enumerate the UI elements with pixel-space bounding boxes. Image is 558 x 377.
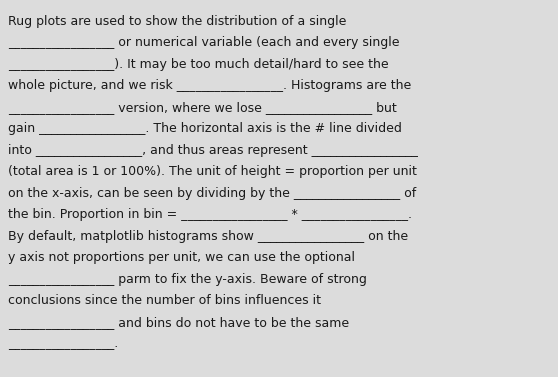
Text: _________________ and bins do not have to be the same: _________________ and bins do not have t… bbox=[8, 316, 349, 329]
Text: on the x-axis, can be seen by dividing by the _________________ of: on the x-axis, can be seen by dividing b… bbox=[8, 187, 416, 200]
Text: _________________.: _________________. bbox=[8, 337, 118, 351]
Text: By default, matplotlib histograms show _________________ on the: By default, matplotlib histograms show _… bbox=[8, 230, 408, 243]
Text: (total area is 1 or 100%). The unit of height = proportion per unit: (total area is 1 or 100%). The unit of h… bbox=[8, 166, 417, 178]
Text: conclusions since the number of bins influences it: conclusions since the number of bins inf… bbox=[8, 294, 321, 308]
Text: into _________________, and thus areas represent _________________: into _________________, and thus areas r… bbox=[8, 144, 418, 157]
Text: y axis not proportions per unit, we can use the optional: y axis not proportions per unit, we can … bbox=[8, 251, 355, 265]
Text: gain _________________. The horizontal axis is the # line divided: gain _________________. The horizontal a… bbox=[8, 123, 402, 135]
Text: _________________ parm to fix the y-axis. Beware of strong: _________________ parm to fix the y-axis… bbox=[8, 273, 367, 286]
Text: _________________ version, where we lose _________________ but: _________________ version, where we lose… bbox=[8, 101, 397, 114]
Text: whole picture, and we risk _________________. Histograms are the: whole picture, and we risk _____________… bbox=[8, 80, 411, 92]
Text: Rug plots are used to show the distribution of a single: Rug plots are used to show the distribut… bbox=[8, 15, 347, 28]
Text: the bin. Proportion in bin = _________________ * _________________.: the bin. Proportion in bin = ___________… bbox=[8, 208, 412, 222]
Text: _________________). It may be too much detail/hard to see the: _________________). It may be too much d… bbox=[8, 58, 388, 71]
Text: _________________ or numerical variable (each and every single: _________________ or numerical variable … bbox=[8, 37, 400, 49]
